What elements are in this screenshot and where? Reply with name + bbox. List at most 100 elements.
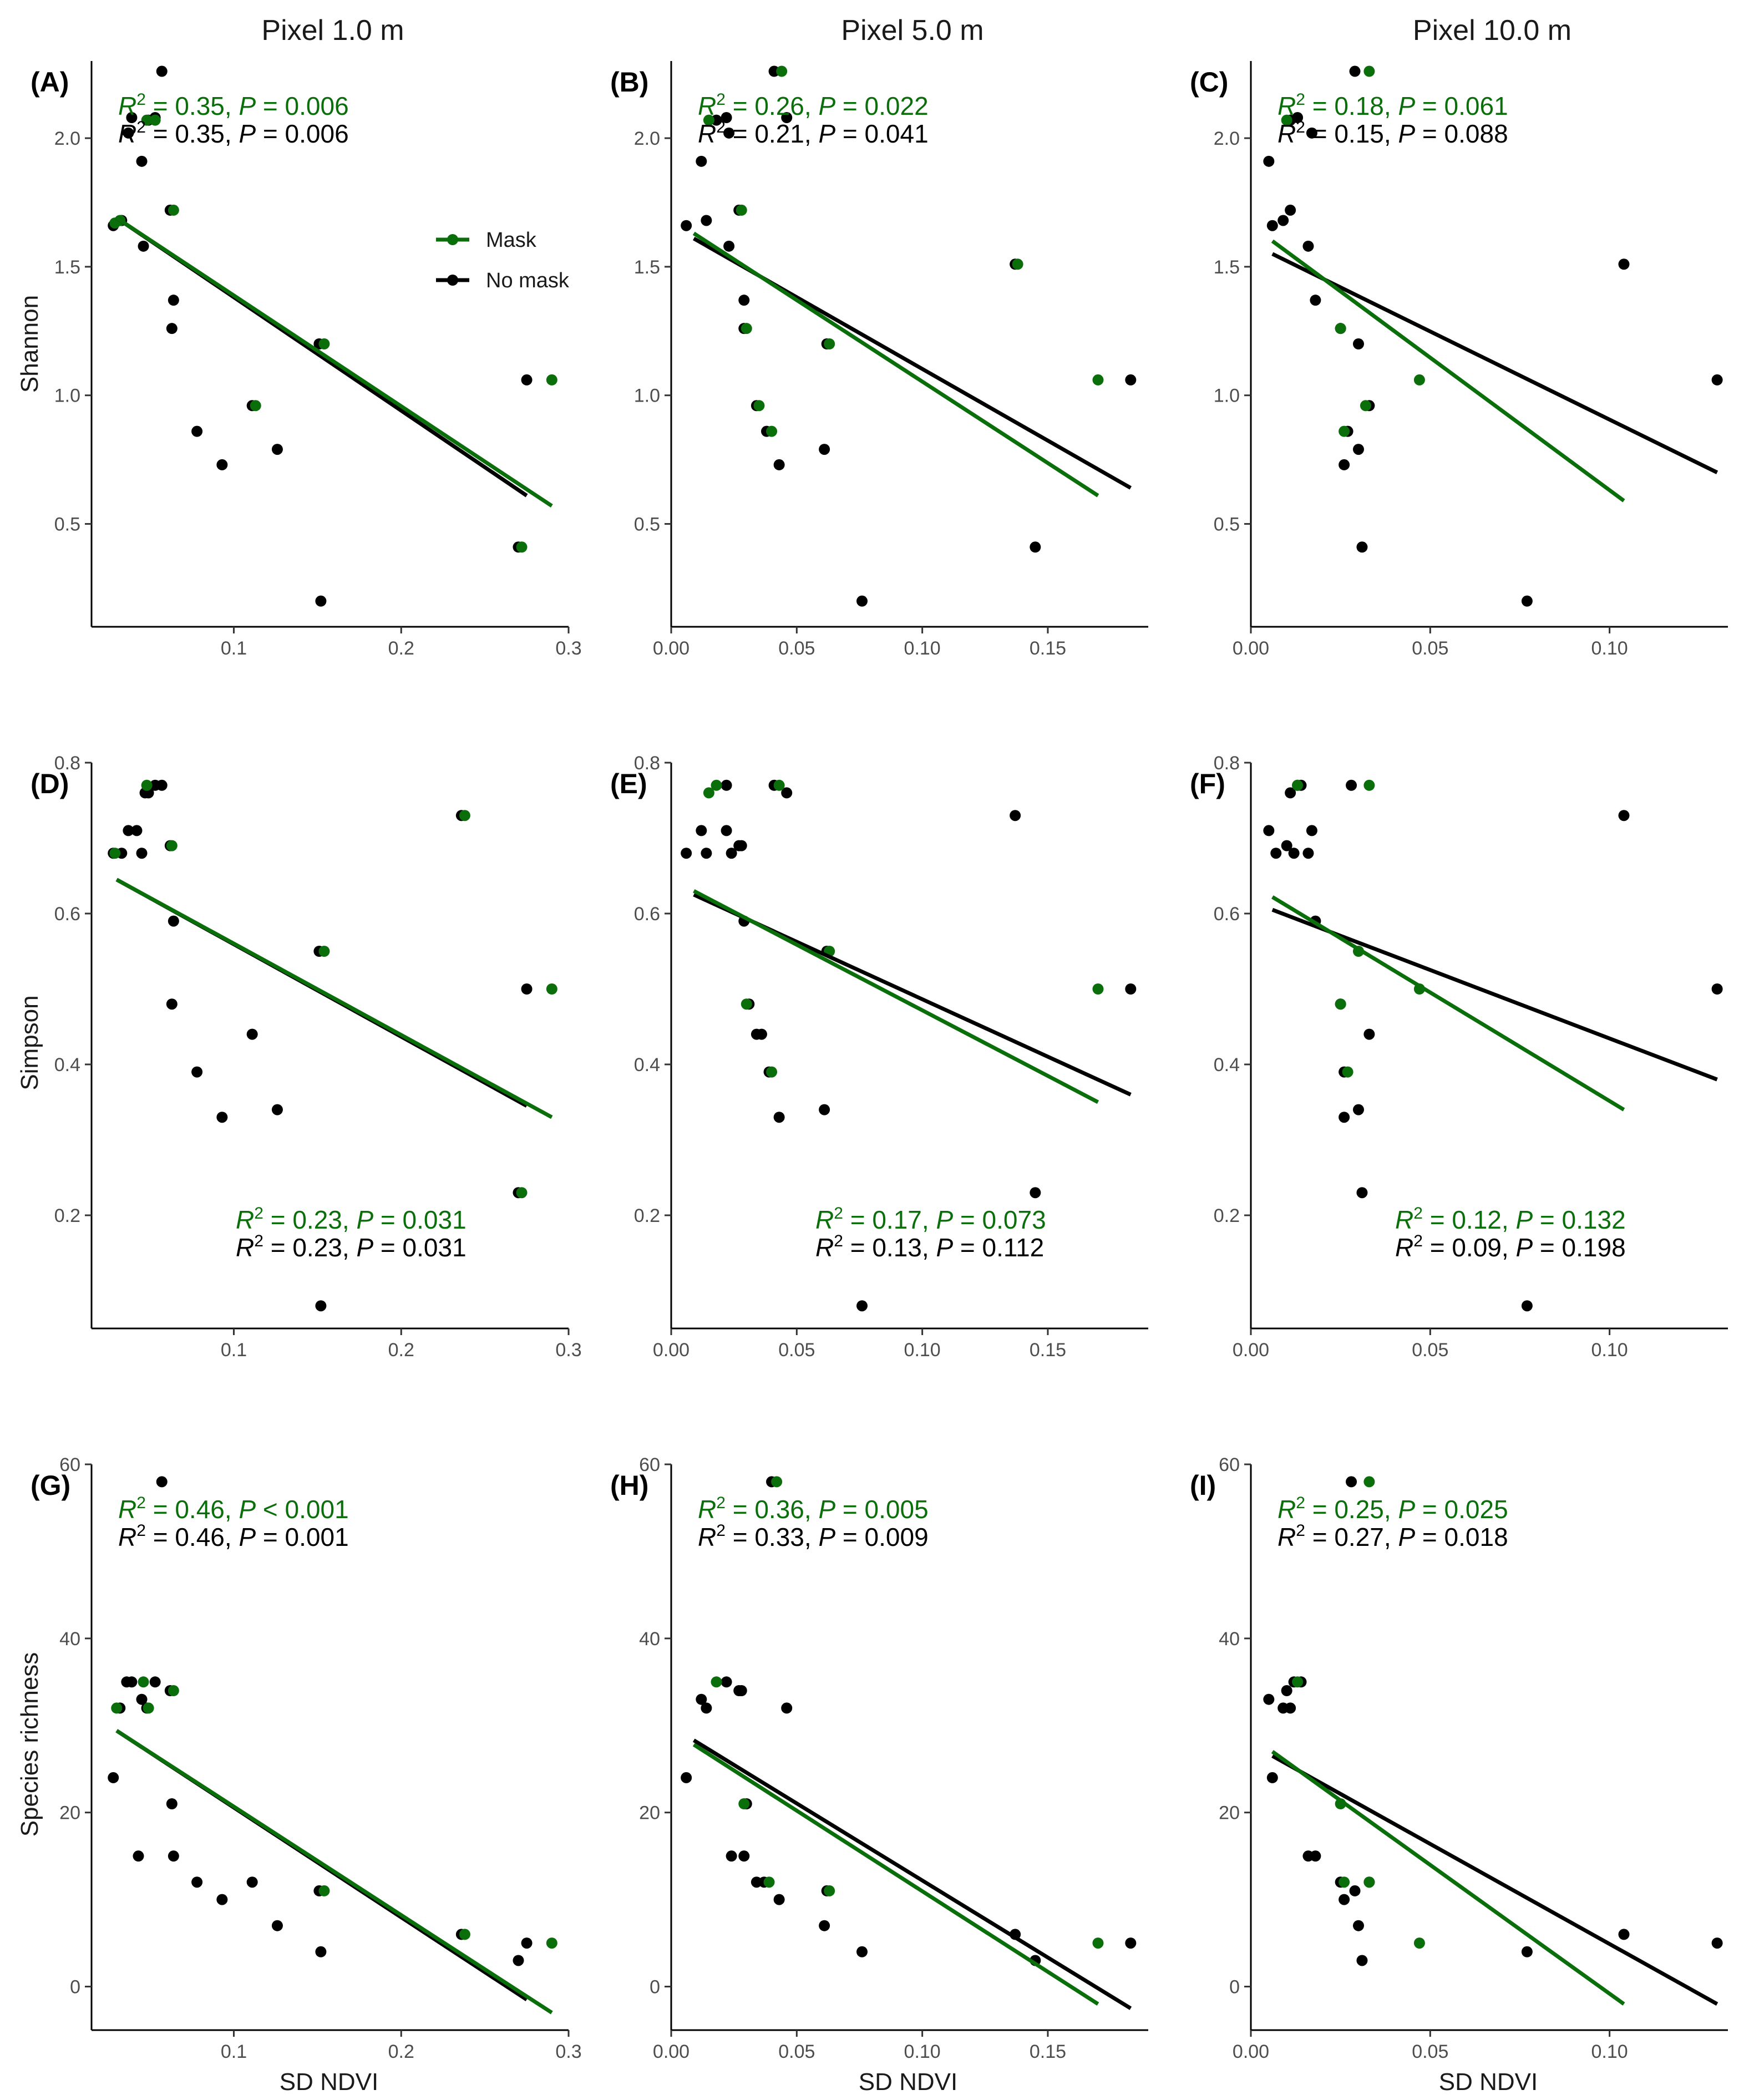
fit-line-no-mask: [1271, 1754, 1718, 2006]
point-no-mask: [149, 1676, 161, 1688]
point-no-mask: [1349, 1885, 1361, 1896]
point-no-mask: [156, 65, 168, 77]
x-tick-label: 0.1: [221, 638, 247, 659]
y-axis-label-simpson: Simpson: [16, 995, 43, 1090]
point-no-mask: [1302, 848, 1314, 859]
point-mask: [1360, 400, 1371, 412]
y-tick-label: 2.0: [1214, 128, 1240, 149]
column-title-3: Pixel 10.0 m: [1413, 14, 1571, 47]
x-tick-label: 0.1: [221, 2041, 247, 2062]
y-tick-label: 0.4: [634, 1054, 660, 1076]
fit-line-no-mask: [1271, 907, 1718, 1082]
y-tick-label: 20: [639, 1803, 660, 1824]
point-no-mask: [773, 1894, 785, 1905]
x-tick-label: 0.10: [904, 638, 941, 659]
panel-g: 0 20 40 60 0.1 0.2 0.3 (G) R2 = 0.46, P < 0.001R…: [31, 1454, 582, 2062]
point-no-mask: [1352, 444, 1364, 455]
point-no-mask: [1352, 338, 1364, 349]
point-no-mask: [1339, 459, 1350, 470]
point-mask: [766, 1066, 778, 1078]
y-tick-label: 0.8: [1214, 753, 1240, 774]
x-tick-label: 0.05: [778, 2041, 815, 2062]
stat-mask: R2 = 0.26, P = 0.022: [698, 90, 929, 120]
point-mask: [141, 114, 153, 126]
point-mask: [1363, 779, 1375, 791]
x-tick-label: 0.00: [1233, 2041, 1269, 2062]
point-no-mask: [701, 1702, 712, 1714]
x-tick-label: 0.2: [388, 1340, 414, 1361]
stat-mask: R2 = 0.17, P = 0.073: [815, 1204, 1046, 1234]
point-mask: [766, 425, 778, 437]
legend-key-no-mask-point: [447, 275, 458, 286]
panel-b: 0.5 1.0 1.5 2.0 0.00 0.05 0.10 0.15 (B) R2 = 0.26…: [610, 61, 1148, 659]
point-mask: [1413, 1937, 1425, 1949]
stat-no-mask: R2 = 0.46, P = 0.001: [118, 1521, 349, 1551]
x-tick-label: 0.05: [778, 638, 815, 659]
point-no-mask: [1349, 65, 1361, 77]
stat-no-mask: R2 = 0.35, P = 0.006: [118, 118, 349, 148]
point-no-mask: [1263, 825, 1275, 836]
stat-mask: R2 = 0.36, P = 0.005: [698, 1494, 929, 1524]
point-no-mask: [271, 1104, 283, 1115]
point-mask: [1363, 1876, 1375, 1888]
point-mask: [459, 1929, 470, 1940]
point-mask: [1012, 258, 1023, 270]
panel-label: (D): [31, 768, 69, 799]
point-mask: [1092, 374, 1104, 385]
point-no-mask: [819, 444, 830, 455]
x-axis-label-col1: SD NDVI: [280, 2068, 378, 2096]
point-mask: [1335, 998, 1346, 1010]
x-axis-label-col3: SD NDVI: [1439, 2068, 1538, 2096]
point-no-mask: [681, 848, 692, 859]
point-mask: [711, 1676, 722, 1688]
stat-mask: R2 = 0.35, P = 0.006: [118, 90, 349, 120]
y-tick-label: 0.2: [1214, 1205, 1240, 1226]
point-no-mask: [1339, 1894, 1350, 1905]
point-mask: [318, 946, 330, 957]
stat-no-mask: R2 = 0.23, P = 0.031: [236, 1232, 467, 1262]
point-no-mask: [856, 595, 868, 607]
point-mask: [741, 998, 752, 1010]
y-tick-label: 20: [59, 1803, 80, 1824]
point-no-mask: [1352, 1104, 1364, 1115]
point-no-mask: [819, 1920, 830, 1931]
y-tick-label: 40: [1219, 1629, 1240, 1650]
point-no-mask: [156, 779, 168, 791]
point-mask: [516, 541, 528, 553]
point-mask: [771, 1476, 783, 1488]
point-mask: [1281, 114, 1292, 126]
y-tick-label: 0.6: [1214, 904, 1240, 925]
point-no-mask: [246, 1876, 258, 1888]
point-no-mask: [1356, 541, 1368, 553]
point-mask: [546, 374, 557, 385]
point-mask: [318, 1885, 330, 1896]
y-tick-label: 2.0: [634, 128, 660, 149]
point-mask: [1292, 1676, 1304, 1688]
y-tick-label: 40: [639, 1629, 660, 1650]
point-no-mask: [1352, 1920, 1364, 1931]
point-no-mask: [133, 1850, 144, 1862]
y-tick-label: 1.5: [54, 257, 80, 278]
point-no-mask: [131, 825, 143, 836]
point-mask: [1339, 425, 1350, 437]
point-mask: [168, 1685, 179, 1696]
point-no-mask: [1285, 1702, 1296, 1714]
point-no-mask: [271, 444, 283, 455]
point-mask: [738, 1798, 750, 1809]
point-no-mask: [721, 1676, 732, 1688]
y-tick-label: 1.5: [634, 257, 660, 278]
point-no-mask: [1306, 825, 1317, 836]
point-no-mask: [1356, 1955, 1368, 1966]
point-no-mask: [1277, 215, 1289, 226]
legend-label-mask: Mask: [486, 229, 537, 252]
point-no-mask: [856, 1300, 868, 1312]
y-tick-label: 0.5: [54, 514, 80, 535]
point-no-mask: [1521, 595, 1533, 607]
point-mask: [703, 787, 714, 799]
x-tick-label: 0.10: [1591, 1340, 1628, 1361]
stat-mask: R2 = 0.12, P = 0.132: [1395, 1204, 1626, 1234]
y-tick-label: 1.0: [54, 385, 80, 407]
panel-label: (A): [31, 67, 69, 98]
point-mask: [111, 1702, 123, 1714]
point-no-mask: [721, 825, 732, 836]
